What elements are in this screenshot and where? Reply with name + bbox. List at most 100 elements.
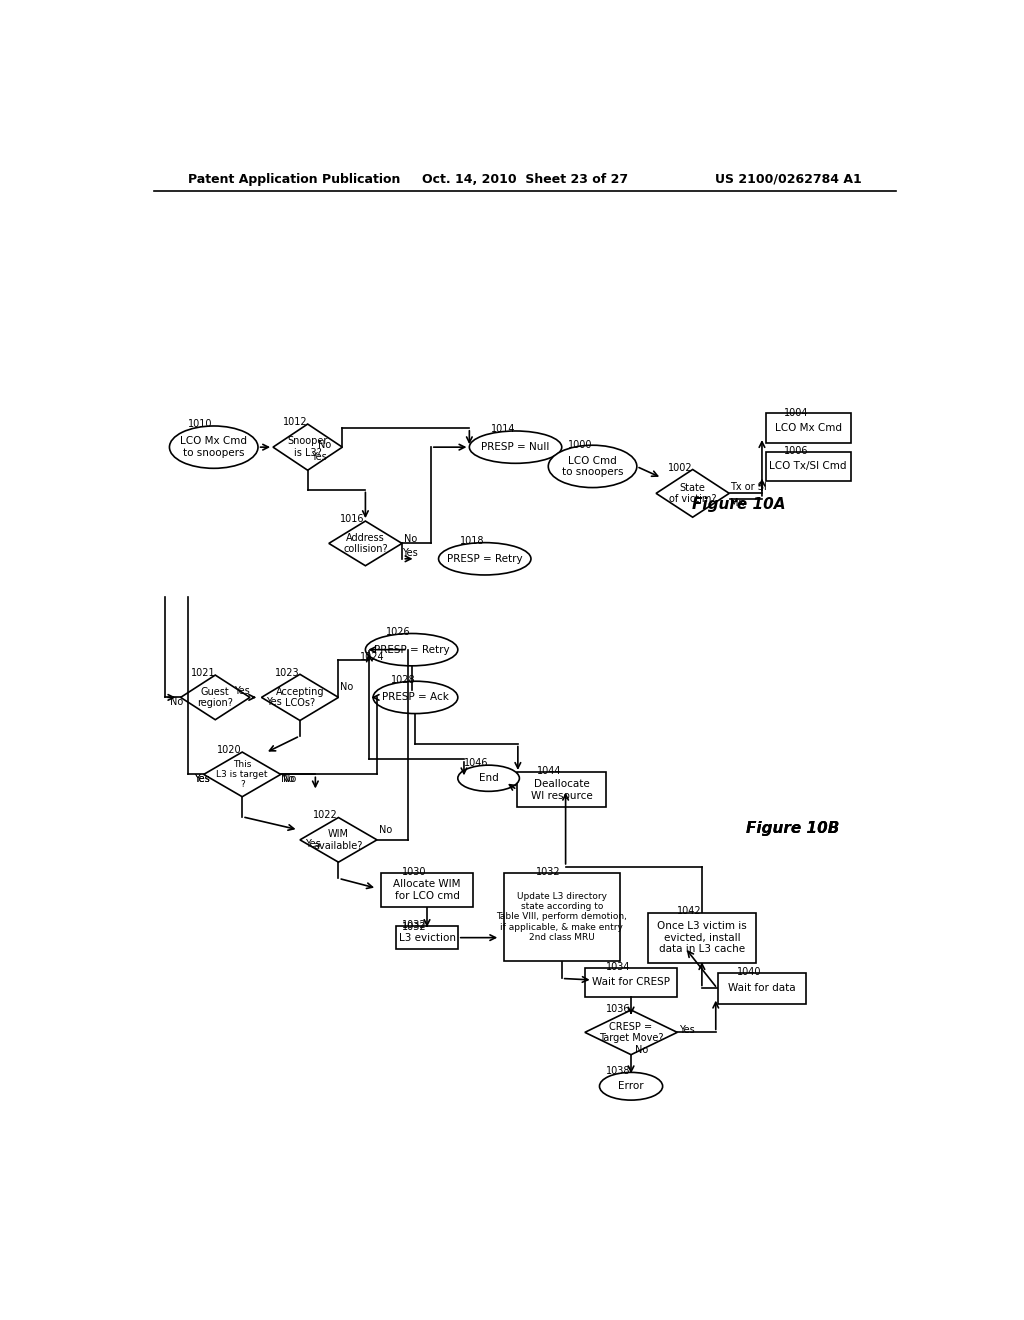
Polygon shape xyxy=(656,470,729,517)
Text: 1044: 1044 xyxy=(538,766,561,776)
Text: 1004: 1004 xyxy=(783,408,808,417)
Text: Yes: Yes xyxy=(234,686,250,696)
Polygon shape xyxy=(329,521,402,566)
Text: Mx: Mx xyxy=(730,498,743,508)
Bar xyxy=(718,973,806,1003)
Text: Snooper
is L3?: Snooper is L3? xyxy=(288,437,328,458)
Text: Allocate WIM
for LCO cmd: Allocate WIM for LCO cmd xyxy=(393,879,461,900)
Text: Wait for data: Wait for data xyxy=(728,983,796,994)
Text: L3 eviction: L3 eviction xyxy=(398,933,456,942)
Text: LCO Tx/SI Cmd: LCO Tx/SI Cmd xyxy=(769,462,847,471)
Ellipse shape xyxy=(373,681,458,714)
Bar xyxy=(381,873,473,907)
Text: 1002: 1002 xyxy=(668,463,692,473)
Polygon shape xyxy=(180,675,250,719)
Bar xyxy=(585,968,677,997)
Text: 1036: 1036 xyxy=(606,1005,631,1014)
Text: Deallocate
WI resource: Deallocate WI resource xyxy=(530,779,593,801)
Text: Oct. 14, 2010  Sheet 23 of 27: Oct. 14, 2010 Sheet 23 of 27 xyxy=(422,173,628,186)
Text: Figure 10A: Figure 10A xyxy=(692,498,785,512)
Text: 1032: 1032 xyxy=(401,921,426,932)
Ellipse shape xyxy=(438,543,531,576)
Polygon shape xyxy=(261,675,339,721)
Text: End: End xyxy=(479,774,499,783)
Text: CRESP =
Target Move?: CRESP = Target Move? xyxy=(599,1022,664,1043)
Text: 1028: 1028 xyxy=(391,675,416,685)
Bar xyxy=(648,912,756,962)
Text: PRESP = Null: PRESP = Null xyxy=(481,442,550,453)
Text: Yes: Yes xyxy=(401,548,418,557)
Text: 1042: 1042 xyxy=(677,906,701,916)
Text: This
L3 is target
?: This L3 is target ? xyxy=(216,759,268,789)
Polygon shape xyxy=(585,1010,677,1055)
Bar xyxy=(504,873,620,961)
Text: Once L3 victim is
evicted, install
data in L3 cache: Once L3 victim is evicted, install data … xyxy=(657,921,746,954)
Text: US 2100/0262784 A1: US 2100/0262784 A1 xyxy=(716,173,862,186)
Text: Update L3 directory
state according to
Table VIII, perform demotion,
if applicab: Update L3 directory state according to T… xyxy=(497,891,627,942)
Text: Accepting
LCOs?: Accepting LCOs? xyxy=(275,686,325,709)
Text: LCO Cmd
to snoopers: LCO Cmd to snoopers xyxy=(562,455,624,478)
Text: 1030: 1030 xyxy=(401,867,426,878)
Ellipse shape xyxy=(366,634,458,665)
Text: PRESP = Ack: PRESP = Ack xyxy=(382,693,449,702)
Text: 1016: 1016 xyxy=(340,513,365,524)
Text: Guest
region?: Guest region? xyxy=(198,686,233,709)
Text: 1034: 1034 xyxy=(606,962,631,972)
Bar xyxy=(517,772,606,807)
Text: 1012: 1012 xyxy=(283,417,307,426)
Text: No: No xyxy=(282,774,295,784)
Text: LCO Mx Cmd
to snoopers: LCO Mx Cmd to snoopers xyxy=(180,437,247,458)
Polygon shape xyxy=(273,424,342,470)
Text: Error: Error xyxy=(618,1081,644,1092)
Text: 1006: 1006 xyxy=(783,446,808,455)
Text: 1038: 1038 xyxy=(606,1065,631,1076)
Ellipse shape xyxy=(599,1072,663,1100)
Text: No: No xyxy=(283,774,296,784)
Text: Yes: Yes xyxy=(311,453,328,462)
Text: No: No xyxy=(340,681,353,692)
Text: 1032: 1032 xyxy=(401,920,426,929)
Text: State
of victim?: State of victim? xyxy=(669,483,717,504)
Text: WIM
available?: WIM available? xyxy=(313,829,364,850)
Text: Yes: Yes xyxy=(679,1026,694,1035)
Text: 1020: 1020 xyxy=(217,744,242,755)
Text: No: No xyxy=(318,440,332,450)
Text: 1010: 1010 xyxy=(188,418,213,429)
Text: 1032: 1032 xyxy=(537,867,561,878)
Polygon shape xyxy=(300,817,377,862)
Text: 1026: 1026 xyxy=(386,627,411,638)
Text: No: No xyxy=(403,533,417,544)
Ellipse shape xyxy=(548,445,637,487)
Text: Figure 10B: Figure 10B xyxy=(746,821,840,836)
Text: PRESP = Retry: PRESP = Retry xyxy=(446,554,522,564)
Bar xyxy=(766,451,851,480)
Text: 1046: 1046 xyxy=(464,758,488,768)
Bar xyxy=(396,927,458,949)
Text: No: No xyxy=(635,1045,648,1055)
Text: Tx or SI: Tx or SI xyxy=(730,482,766,492)
Ellipse shape xyxy=(169,426,258,469)
Text: 1022: 1022 xyxy=(313,810,338,820)
Text: 1014: 1014 xyxy=(490,425,515,434)
Text: 1018: 1018 xyxy=(460,536,484,546)
Text: Wait for CRESP: Wait for CRESP xyxy=(592,977,670,987)
Text: 1023: 1023 xyxy=(275,668,300,677)
Text: Yes: Yes xyxy=(305,840,321,850)
Bar xyxy=(766,413,851,442)
Text: Yes: Yes xyxy=(266,697,283,708)
Polygon shape xyxy=(204,752,281,797)
Text: Patent Application Publication: Patent Application Publication xyxy=(188,173,400,186)
Ellipse shape xyxy=(458,766,519,792)
Text: Figure 10B: Figure 10B xyxy=(746,821,840,836)
Text: 1024: 1024 xyxy=(360,652,385,661)
Text: LCO Mx Cmd: LCO Mx Cmd xyxy=(775,422,842,433)
Text: 1021: 1021 xyxy=(190,668,215,677)
Text: 1000: 1000 xyxy=(568,440,593,450)
Text: 1040: 1040 xyxy=(736,968,761,977)
Text: Yes: Yes xyxy=(195,774,210,784)
Text: Yes: Yes xyxy=(195,774,210,784)
Text: No: No xyxy=(379,825,392,834)
Text: No: No xyxy=(170,697,183,708)
Text: PRESP = Retry: PRESP = Retry xyxy=(374,644,450,655)
Ellipse shape xyxy=(469,430,562,463)
